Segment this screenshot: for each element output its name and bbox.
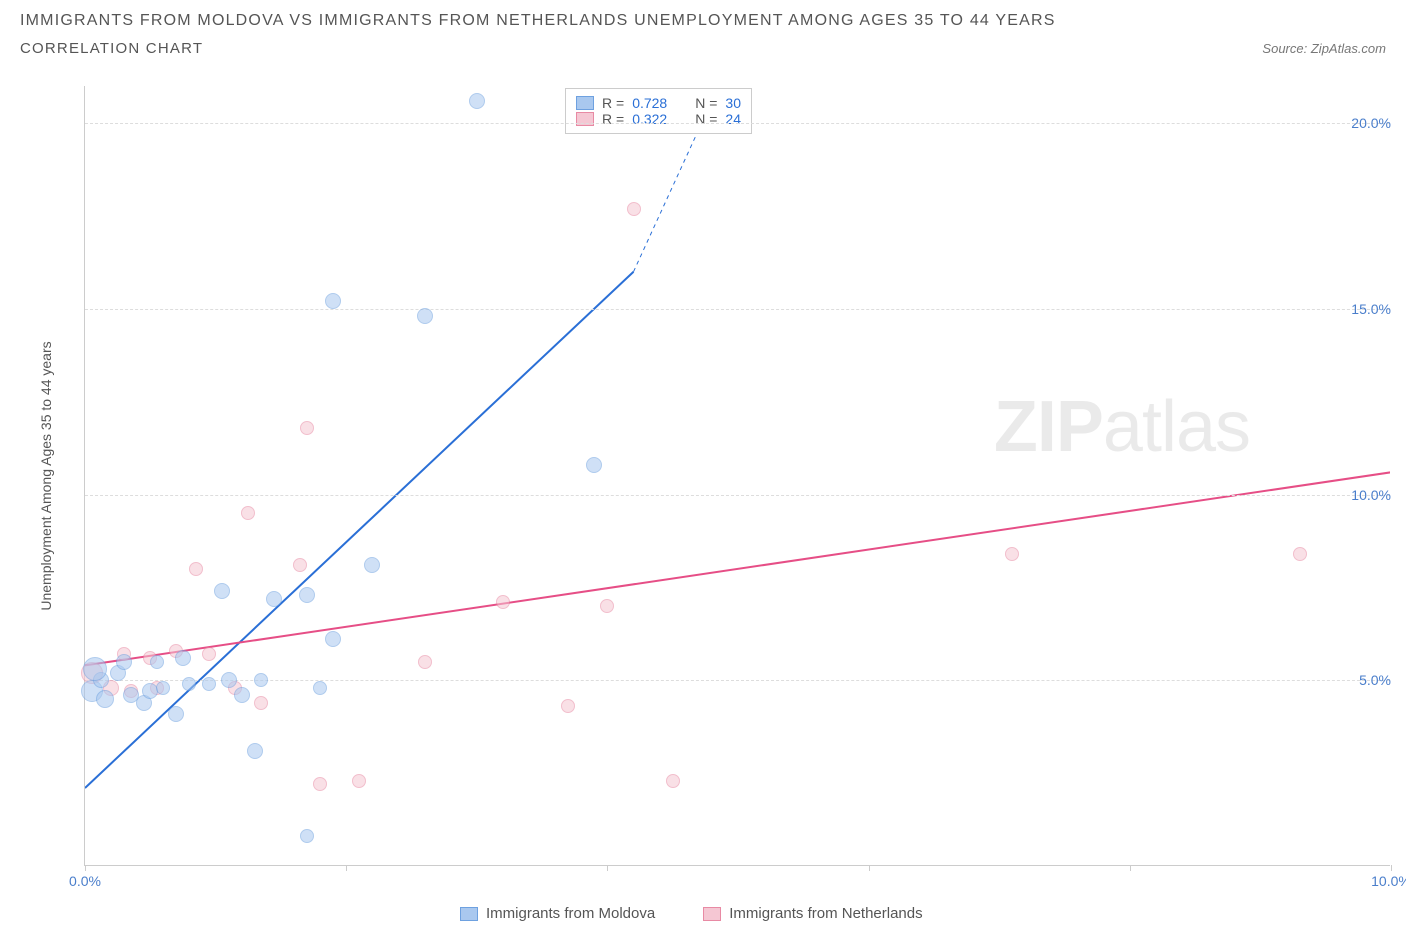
series-legend-label: Immigrants from Moldova [486,905,655,922]
x-tick [346,865,347,871]
scatter-point [96,690,114,708]
scatter-point [189,562,203,576]
scatter-point [325,293,341,309]
gridline-h [85,495,1390,496]
scatter-point [254,673,268,687]
scatter-point [116,654,132,670]
chart-area: Unemployment Among Ages 35 to 44 years Z… [60,86,1390,866]
chart-subtitle: CORRELATION CHART [20,40,203,57]
y-tick-label: 5.0% [1331,672,1391,688]
y-tick-label: 20.0% [1331,115,1391,131]
scatter-point [313,681,327,695]
scatter-point [300,421,314,435]
scatter-point [156,681,170,695]
scatter-point [168,706,184,722]
x-tick [85,865,86,871]
scatter-point [496,595,510,609]
scatter-point [586,457,602,473]
x-tick [1391,865,1392,871]
scatter-point [600,599,614,613]
gridline-h [85,309,1390,310]
scatter-point [364,557,380,573]
legend-n-label: N = [695,111,717,127]
scatter-point [417,308,433,324]
scatter-point [150,655,164,669]
chart-title: IMMIGRANTS FROM MOLDOVA VS IMMIGRANTS FR… [20,12,1386,30]
x-tick-label: 10.0% [1371,873,1406,889]
scatter-point [221,672,237,688]
scatter-point [627,202,641,216]
series-legend-item: Immigrants from Moldova [460,905,655,922]
scatter-point [666,774,680,788]
scatter-point [175,650,191,666]
x-tick [607,865,608,871]
scatter-point [182,677,196,691]
correlation-legend-row: R = 0.728 N = 30 [576,95,741,111]
legend-r-value: 0.728 [632,95,667,111]
series-legend: Immigrants from Moldova Immigrants from N… [460,905,923,922]
legend-swatch [460,907,478,921]
y-tick-label: 10.0% [1331,487,1391,503]
scatter-point [202,677,216,691]
scatter-point [418,655,432,669]
scatter-point [352,774,366,788]
scatter-point [247,743,263,759]
scatter-point [325,631,341,647]
scatter-point [214,583,230,599]
scatter-point [83,657,107,681]
legend-n-value: 30 [725,95,741,111]
legend-swatch [703,907,721,921]
scatter-point [293,558,307,572]
scatter-plot: ZIPatlas R = 0.728 N = 30 R = 0.322 N = 24 5.0%… [84,86,1390,866]
series-legend-item: Immigrants from Netherlands [703,905,922,922]
scatter-point [299,587,315,603]
y-axis-label: Unemployment Among Ages 35 to 44 years [38,341,54,610]
scatter-point [1293,547,1307,561]
legend-n-label: N = [695,95,717,111]
x-tick [1130,865,1131,871]
scatter-point [469,93,485,109]
scatter-point [254,696,268,710]
x-tick-label: 0.0% [69,873,101,889]
scatter-point [234,687,250,703]
scatter-point [313,777,327,791]
source-attribution: Source: ZipAtlas.com [1262,41,1386,56]
correlation-legend-row: R = 0.322 N = 24 [576,111,741,127]
legend-r-label: R = [602,95,624,111]
scatter-point [266,591,282,607]
y-tick-label: 15.0% [1331,301,1391,317]
gridline-h [85,123,1390,124]
watermark: ZIPatlas [994,386,1250,468]
scatter-point [202,647,216,661]
legend-r-label: R = [602,111,624,127]
scatter-point [1005,547,1019,561]
gridline-h [85,680,1390,681]
scatter-point [241,506,255,520]
scatter-point [300,829,314,843]
legend-n-value: 24 [725,111,741,127]
chart-header: IMMIGRANTS FROM MOLDOVA VS IMMIGRANTS FR… [0,0,1406,61]
x-tick [869,865,870,871]
correlation-legend: R = 0.728 N = 30 R = 0.322 N = 24 [565,88,752,134]
scatter-point [561,699,575,713]
series-legend-label: Immigrants from Netherlands [729,905,922,922]
legend-swatch [576,96,594,110]
legend-r-value: 0.322 [632,111,667,127]
trend-lines [85,86,1390,865]
